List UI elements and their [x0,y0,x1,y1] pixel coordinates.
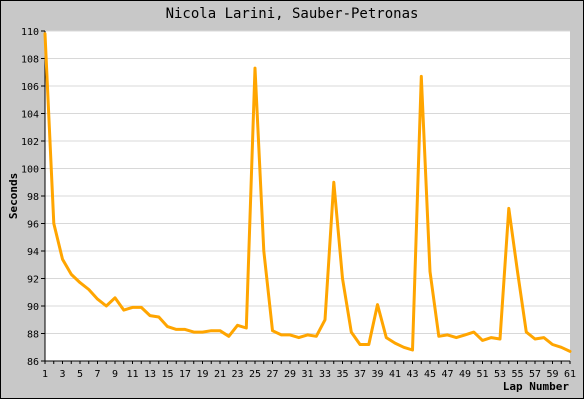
y-tick-label: 88 [27,330,39,341]
y-tick-label: 102 [21,137,39,148]
x-tick-label: 31 [301,369,313,380]
x-tick-label: 49 [459,369,471,380]
x-tick-label: 61 [564,369,576,380]
x-tick-label: 33 [319,369,331,380]
y-tick-label: 94 [27,247,39,258]
x-tick-label: 7 [94,369,100,380]
x-tick-label: 29 [284,369,296,380]
x-tick-label: 17 [179,369,191,380]
y-tick-label: 100 [21,165,39,176]
y-tick-label: 90 [27,302,39,313]
x-tick-label: 41 [389,369,401,380]
y-tick-label: 92 [27,275,39,286]
series-line [43,32,572,353]
x-tick-label: 19 [196,369,208,380]
x-tick-label: 45 [424,369,436,380]
x-tick-label: 53 [494,369,506,380]
x-tick-label: 5 [77,369,83,380]
y-tick-label: 98 [27,192,39,203]
y-tick-label: 110 [21,27,39,38]
x-axis-label: Lap Number [503,380,570,393]
series-layer [43,32,572,353]
x-tick-label: 43 [406,369,418,380]
x-tick-label: 47 [441,369,453,380]
y-tick-label: 104 [21,110,39,121]
x-tick-label: 27 [266,369,278,380]
x-tick-label: 51 [476,369,488,380]
y-tick-label: 86 [27,357,39,368]
y-tick-label: 96 [27,220,39,231]
x-tick-label: 25 [249,369,261,380]
x-tick-label: 37 [354,369,366,380]
x-tick-label: 15 [161,369,173,380]
x-tick-label: 13 [144,369,156,380]
x-tick-label: 1 [42,369,48,380]
y-axis-label: Seconds [7,173,20,219]
x-tick-label: 9 [112,369,118,380]
x-tick-label: 39 [371,369,383,380]
x-tick-label: 23 [231,369,243,380]
x-tick-label: 3 [59,369,65,380]
chart-title: Nicola Larini, Sauber-Petronas [166,6,419,22]
x-tick-label: 21 [214,369,226,380]
x-tick-label: 57 [529,369,541,380]
x-tick-label: 35 [336,369,348,380]
x-tick-label: 55 [511,369,523,380]
y-tick-label: 108 [21,55,39,66]
grid-layer [45,30,570,334]
x-tick-label: 59 [546,369,558,380]
x-tick-label: 11 [126,369,138,380]
y-tick-label: 106 [21,82,39,93]
